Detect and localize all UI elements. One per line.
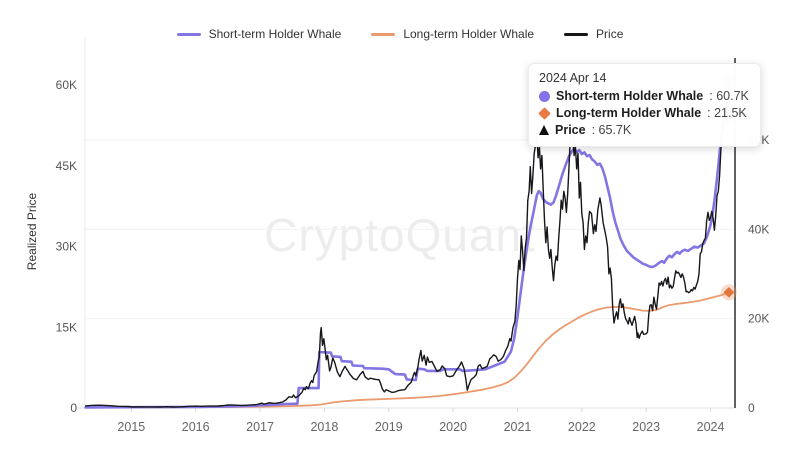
- legend-line-swatch-icon: [176, 32, 201, 36]
- legend-item-label: Price: [596, 27, 624, 41]
- series-line-price: [84, 96, 733, 408]
- legend-item-label: Long-term Holder Whale: [403, 27, 535, 41]
- tooltip-row: Price : 65.7K: [539, 122, 749, 138]
- triangle-marker-icon: [539, 125, 549, 135]
- legend-item-long-term-holder-whale[interactable]: Long-term Holder Whale: [371, 27, 534, 41]
- x-axis-tick-label: 2019: [375, 420, 403, 434]
- circle-marker-icon: [539, 90, 550, 102]
- x-axis-tick-label: 2015: [117, 420, 145, 434]
- legend-item-short-term-holder-whale[interactable]: Short-term Holder Whale: [176, 27, 342, 41]
- x-axis-tick-label: 2020: [439, 420, 467, 434]
- y-axis-left-tick-label: 30K: [56, 240, 77, 254]
- tooltip-date: 2024 Apr 14: [539, 71, 607, 85]
- diamond-marker-icon: [538, 106, 551, 120]
- legend-item-price[interactable]: Price: [564, 27, 623, 41]
- legend-item-label: Short-term Holder Whale: [208, 27, 342, 41]
- x-axis-tick-label: 2022: [568, 420, 596, 434]
- legend-line-swatch-icon: [564, 32, 589, 36]
- series-line-long-term-holder-whale: [84, 290, 733, 409]
- x-axis-tick-label: 2016: [182, 420, 210, 434]
- hover-marker-diamond-icon: [723, 287, 734, 298]
- x-axis-tick-label: 2017: [246, 420, 274, 434]
- tooltip-series-value: : 60.7K: [709, 89, 749, 103]
- tooltip-row: Long-term Holder Whale : 21.5K: [538, 105, 749, 121]
- x-axis-tick-label: 2021: [504, 420, 532, 434]
- x-axis-tick-label: 2023: [632, 420, 660, 434]
- y-axis-left-tick-label: 60K: [56, 78, 77, 92]
- tooltip-series-label: Long-term Holder Whale: [556, 106, 702, 120]
- tooltip-series-label: Price: [555, 123, 586, 137]
- x-axis-tick-label: 2018: [310, 420, 338, 434]
- tooltip-series-label: Short-term Holder Whale: [556, 89, 704, 103]
- series-line-short-term-holder-whale: [84, 78, 733, 409]
- y-axis-right-tick-label: 0: [748, 401, 755, 415]
- tooltip-series-value: : 65.7K: [591, 123, 632, 137]
- y-axis-title: Realized Price: [25, 192, 39, 270]
- tooltip: 2024 Apr 14 Short-term Holder Whale : 60.…: [528, 63, 761, 147]
- y-axis-right-tick-label: 20K: [748, 312, 769, 326]
- legend-line-swatch-icon: [371, 32, 396, 36]
- y-axis-left-tick-label: 15K: [56, 320, 77, 334]
- tooltip-rows: Short-term Holder Whale : 60.7K Long-term …: [538, 88, 749, 138]
- y-axis-left-tick-label: 0: [70, 401, 77, 415]
- y-axis-left-tick-label: 45K: [56, 159, 77, 173]
- x-axis-tick-label: 2024: [697, 420, 725, 434]
- watermark: CryptoQuant: [264, 209, 536, 261]
- legend: Short-term Holder Whale Long-term Holder …: [0, 26, 800, 42]
- tooltip-row: Short-term Holder Whale : 60.7K: [539, 88, 749, 104]
- tooltip-series-value: : 21.5K: [707, 106, 747, 120]
- y-axis-right-tick-label: 40K: [748, 222, 769, 236]
